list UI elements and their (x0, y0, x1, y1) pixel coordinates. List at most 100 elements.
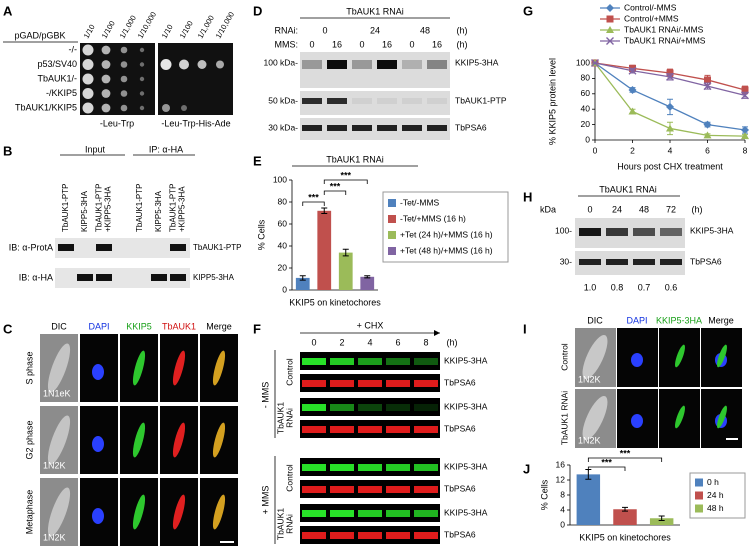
blot-band (414, 404, 438, 411)
stage-label: 1N2K (578, 435, 601, 445)
blot-band (330, 380, 354, 387)
panel-label: D (253, 3, 262, 18)
blot-band (414, 464, 438, 471)
legend-label: +Tet (48 h)/+MMS (16 h) (400, 245, 493, 255)
row-label: TbAUK1/KKIP5 (15, 102, 77, 112)
signal (717, 405, 727, 429)
yeast-spot (120, 46, 128, 54)
strain-label: TbAUK1 (275, 402, 285, 434)
x-tick-label: 8 (743, 145, 748, 155)
legend-marker (606, 15, 614, 23)
legend-swatch (388, 247, 396, 255)
row-label: Metaphase (24, 490, 34, 535)
lane-label: 24 (370, 25, 380, 35)
blot-band (358, 426, 382, 433)
significance: *** (308, 192, 319, 202)
panel-label: I (523, 321, 527, 336)
legend-label: +Tet (24 h)/+MMS (16 h) (400, 229, 493, 239)
blot-band (302, 486, 326, 493)
point (628, 66, 637, 75)
yeast-spot (120, 90, 128, 97)
band-label: TbAUK1-PTP (455, 95, 507, 105)
legend-swatch (695, 504, 703, 513)
significance-bracket (587, 457, 663, 462)
blot-band (386, 358, 410, 365)
point (666, 102, 674, 111)
band-label: TbPSA6 (444, 423, 476, 433)
yeast-spot (82, 73, 94, 85)
point (704, 76, 711, 84)
blot-band (77, 274, 93, 281)
blot-band (427, 60, 447, 69)
blot-band (633, 259, 655, 265)
error-bar (342, 248, 349, 257)
cell (582, 395, 608, 441)
blot-band (327, 60, 347, 69)
legend-swatch (388, 231, 396, 239)
blot-band (330, 510, 354, 517)
lane-label: 0 (322, 25, 327, 35)
strain-label: RNAi (284, 514, 294, 534)
title: TbAUK1 RNAi (599, 184, 657, 194)
significance-bracket (302, 201, 325, 206)
blot-band (414, 510, 438, 517)
quantification: 0.6 (665, 282, 678, 292)
y-axis-label: % Cells (539, 479, 549, 510)
signal (172, 350, 186, 386)
panel-label: G (523, 3, 533, 18)
lane-label: TbAUK1-PTP (61, 184, 70, 232)
label: (h) (447, 337, 458, 347)
blot-band (302, 60, 322, 69)
blot-band (358, 358, 382, 365)
blot-band (302, 98, 322, 104)
y-tick-label: 4 (560, 504, 565, 514)
signal (717, 344, 727, 368)
legend-label: -Tet/-MMS (400, 197, 440, 207)
bar (338, 252, 353, 290)
blot-band (386, 532, 410, 539)
cell (47, 343, 71, 393)
point (591, 59, 599, 67)
blot-band (58, 244, 74, 251)
legend-box (689, 472, 746, 519)
column-label: Merge (206, 321, 232, 331)
yeast-spot (181, 105, 187, 111)
group-label: Input (85, 144, 106, 154)
blot-band (302, 380, 326, 387)
blot-band (606, 228, 628, 236)
dilution: 1/100 (178, 19, 195, 40)
bar (576, 474, 601, 525)
point (703, 120, 712, 129)
blot-band (352, 98, 372, 104)
blot-band (386, 486, 410, 493)
label: (h) (457, 25, 468, 35)
band-label: KKIP5-3HA (444, 355, 488, 365)
blot-band (302, 358, 326, 365)
significance: *** (340, 170, 351, 180)
blot-band (170, 274, 186, 281)
y-tick-label: 40 (278, 240, 288, 250)
strain-label: TbAUK1 (275, 508, 285, 540)
column-label: KKIP5-3HA (656, 315, 702, 325)
yeast-spot (120, 75, 128, 83)
yeast-spot (139, 76, 145, 82)
blot-band (386, 510, 410, 517)
column-label: KKIP5 (126, 321, 152, 331)
panel-label: A (3, 3, 13, 18)
blot-band (427, 125, 447, 131)
lane-label: TbAUK1-PTP (135, 184, 144, 232)
significance: *** (330, 181, 341, 191)
blot-band (402, 125, 422, 131)
bar (613, 509, 637, 525)
dilution: 1/100 (100, 19, 117, 40)
blot-band (414, 532, 438, 539)
legend-box (382, 191, 509, 263)
blot-band (377, 125, 397, 131)
significance: *** (601, 457, 612, 467)
bar (317, 210, 332, 290)
treatment: + CHX (357, 320, 384, 330)
bar (295, 277, 310, 290)
blot-band (170, 244, 186, 251)
legend-label: TbAUK1 RNAi/+MMS (624, 35, 706, 45)
